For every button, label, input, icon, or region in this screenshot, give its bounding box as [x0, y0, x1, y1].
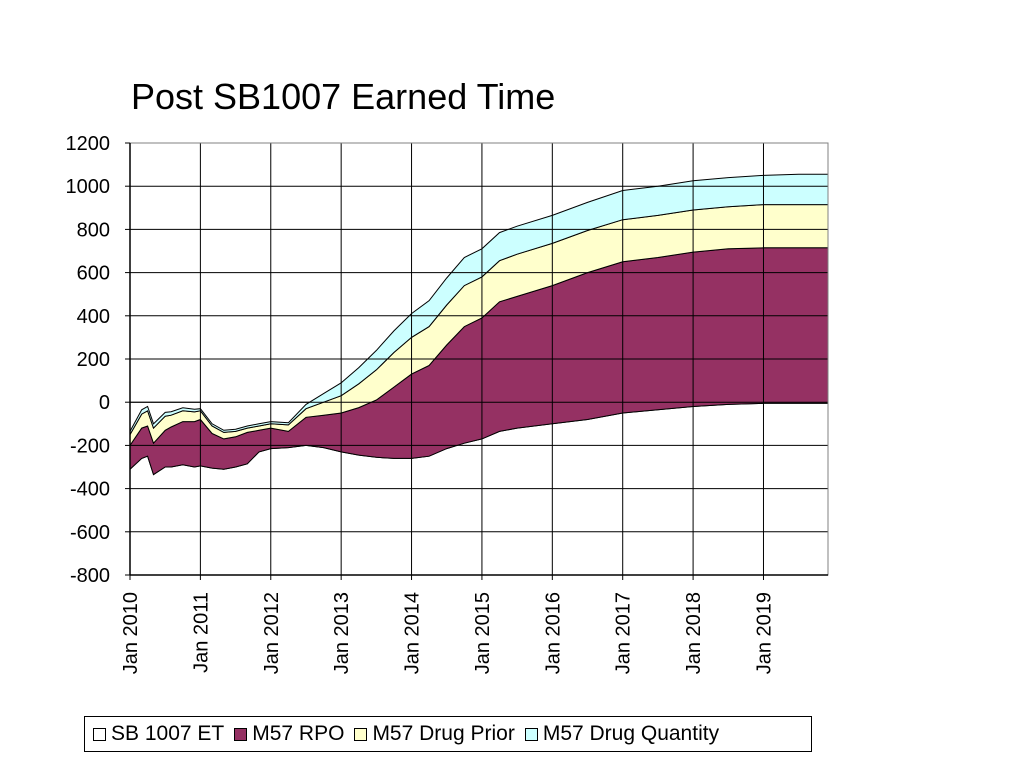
y-tick-label: 800	[77, 219, 110, 241]
legend-label: M57 Drug Quantity	[542, 722, 720, 745]
y-tick-label: 400	[77, 306, 110, 328]
legend-item-m57-drug-quantity: M57 Drug Quantity	[524, 722, 720, 746]
y-tick-label: 600	[77, 263, 110, 285]
x-tick-label: Jan 2014	[402, 592, 424, 674]
y-tick-label: -800	[70, 565, 110, 587]
y-tick-label: -600	[70, 522, 110, 544]
legend-label: SB 1007 ET	[111, 722, 225, 745]
legend-swatch	[93, 727, 106, 741]
y-tick-label: 200	[77, 349, 110, 371]
legend-item-m57-rpo: M57 RPO	[234, 722, 344, 746]
legend-label: M57 Drug Prior	[372, 722, 515, 745]
x-tick-label: Jan 2016	[542, 592, 564, 674]
axes: 1200 1000 800 600 400 200 0 -200 -400 -600 -800 Jan…	[66, 133, 829, 674]
x-tick-label: Jan 2011	[190, 592, 212, 673]
x-tick-label: Jan 2012	[261, 592, 283, 674]
legend-swatch	[234, 727, 248, 741]
legend-item-m57-drug-prior: M57 Drug Prior	[354, 722, 515, 746]
chart-title: Post SB1007 Earned Time	[131, 76, 556, 117]
legend-label: M57 RPO	[252, 722, 345, 745]
x-tick-label: Jan 2010	[120, 592, 142, 674]
x-tick-label: Jan 2018	[683, 592, 705, 674]
x-tick-label: Jan 2013	[331, 592, 353, 674]
legend: SB 1007 ET M57 RPO M57 Drug Prior M57 Drug …	[84, 716, 812, 752]
y-tick-label: 1000	[66, 176, 111, 198]
x-tick-label: Jan 2017	[613, 592, 635, 674]
y-tick-label: -200	[70, 435, 110, 457]
legend-swatch	[354, 727, 368, 741]
x-tick-label: Jan 2019	[753, 592, 775, 674]
legend-item-sb-1007-et: SB 1007 ET	[93, 722, 224, 746]
x-tick-label: Jan 2015	[472, 592, 494, 674]
legend-swatch	[524, 727, 538, 741]
y-tick-label: 1200	[66, 133, 111, 155]
y-tick-label: -400	[70, 479, 110, 501]
y-tick-label: 0	[99, 392, 110, 414]
